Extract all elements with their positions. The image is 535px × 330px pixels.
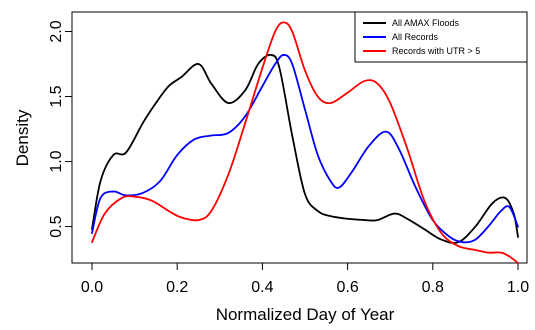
x-tick-label-1: 0.2 bbox=[166, 279, 188, 296]
x-tick-label-3: 0.6 bbox=[336, 279, 358, 296]
x-tick-label-4: 0.8 bbox=[422, 279, 444, 296]
x-tick-label-5: 1.0 bbox=[507, 279, 529, 296]
x-axis: 0.0 0.2 0.4 0.6 0.8 1.0 bbox=[81, 263, 529, 296]
series-line-records-utr-gt-5 bbox=[91, 21, 519, 264]
y-tick-label-0: 0.5 bbox=[48, 215, 65, 237]
legend-label-all-amax-floods: All AMAX Floods bbox=[392, 18, 460, 28]
y-tick-label-2: 1.5 bbox=[48, 85, 65, 107]
y-tick-label-3: 2.0 bbox=[48, 20, 65, 42]
y-axis: 0.5 1.0 1.5 2.0 bbox=[48, 20, 72, 238]
y-tick-label-1: 1.0 bbox=[48, 150, 65, 172]
x-tick-label-2: 0.4 bbox=[251, 279, 273, 296]
series-layer bbox=[91, 21, 519, 264]
series-line-all-records bbox=[91, 54, 519, 244]
legend: All AMAX Floods All Records Records with U… bbox=[354, 11, 528, 63]
series-line-all-amax-floods bbox=[91, 53, 519, 244]
x-tick-label-0: 0.0 bbox=[81, 279, 103, 296]
plot-frame bbox=[71, 11, 528, 264]
y-axis-title: Density bbox=[13, 109, 32, 166]
legend-label-all-records: All Records bbox=[392, 32, 439, 42]
x-axis-title: Normalized Day of Year bbox=[216, 305, 395, 324]
legend-label-records-utr-gt-5: Records with UTR > 5 bbox=[392, 46, 480, 56]
